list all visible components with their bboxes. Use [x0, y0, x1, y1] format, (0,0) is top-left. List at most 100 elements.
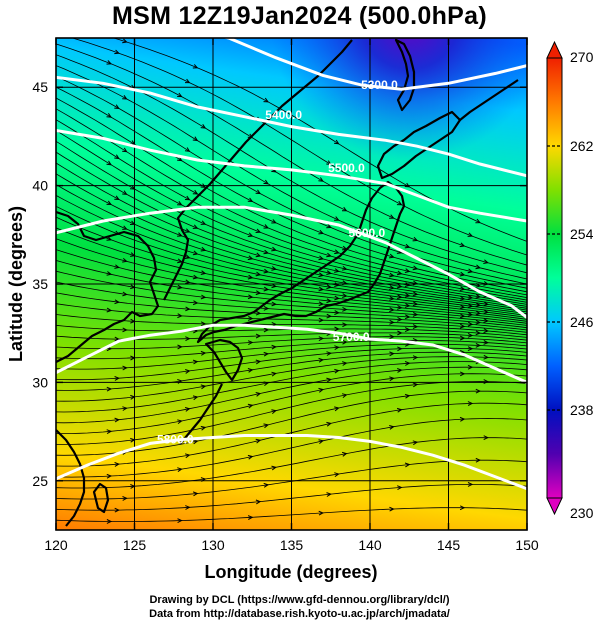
streamline	[56, 227, 527, 318]
streamline-arrow	[271, 246, 277, 252]
streamline-arrow	[200, 294, 207, 300]
streamline-arrow	[467, 294, 474, 300]
streamline-arrow	[404, 327, 411, 333]
chart-title: MSM 12Z19Jan2024 (500.0hPa)	[112, 2, 487, 30]
streamline-arrow	[318, 177, 324, 182]
streamline-arrow	[184, 279, 191, 285]
coastline-korea-east-russia	[163, 39, 353, 301]
streamline-arrow	[177, 518, 183, 524]
streamline-arrow	[192, 189, 199, 195]
streamline-arrow	[255, 252, 262, 258]
streamline-arrow	[342, 206, 348, 212]
y-tick-label-40: 40	[32, 178, 48, 194]
streamline-arrow	[404, 303, 411, 308]
streamline-arrow	[326, 223, 332, 229]
streamline-arrow	[459, 242, 466, 248]
streamline-arrow	[247, 232, 254, 237]
streamline-arrow	[341, 280, 348, 286]
streamline-arrow	[318, 255, 325, 261]
coastline-kuril	[459, 79, 519, 121]
streamline-arrow	[130, 394, 136, 400]
streamline-arrow	[318, 357, 325, 363]
streamline-arrow	[255, 438, 262, 444]
streamline-arrow	[106, 386, 113, 392]
colorbar-label-270: 270	[570, 49, 594, 65]
streamline-arrow	[326, 298, 332, 304]
streamline-arrow	[389, 425, 395, 430]
streamline-arrow	[177, 419, 183, 425]
streamline-arrow	[459, 416, 466, 422]
streamline-arrow	[531, 287, 535, 291]
streamline-arrow	[177, 92, 183, 98]
streamline-arrow	[114, 376, 120, 381]
streamline-arrow	[184, 254, 191, 259]
contour-5400.0	[56, 75, 527, 178]
streamline-arrow	[531, 307, 535, 311]
streamline-arrow	[185, 78, 191, 84]
streamline-arrow	[412, 301, 419, 307]
streamline-arrow	[467, 346, 474, 352]
streamline-arrow	[342, 322, 348, 328]
streamline-arrow	[255, 310, 262, 316]
streamline	[71, 38, 527, 256]
streamline-arrow	[459, 271, 466, 277]
streamline	[56, 418, 527, 478]
streamline-arrow	[342, 306, 348, 312]
streamline-arrow	[318, 387, 325, 393]
wind-streamlines	[56, 38, 535, 524]
streamline-arrow	[475, 319, 482, 325]
credit-drawing: Drawing by DCL (https://www.gfd-dennou.o…	[149, 594, 450, 606]
streamline-arrow	[389, 307, 395, 313]
y-tick-label-25: 25	[32, 473, 48, 489]
x-tick-label-140: 140	[358, 537, 382, 553]
streamline-arrow	[200, 124, 207, 129]
streamline-arrow	[342, 361, 348, 366]
streamline-arrow	[318, 229, 324, 235]
streamline-arrow	[531, 299, 535, 303]
streamline-arrow	[483, 309, 489, 315]
streamline-arrow	[389, 253, 395, 259]
streamline-arrow	[177, 313, 183, 319]
streamline-arrow	[467, 311, 474, 317]
streamline-arrow	[412, 355, 419, 361]
colorbar-max-triangle	[546, 40, 563, 59]
streamline-arrow	[263, 179, 270, 185]
streamline-arrow	[106, 113, 113, 118]
streamline-arrow	[106, 60, 113, 65]
streamline-arrow	[334, 282, 340, 287]
streamline-arrow	[467, 401, 474, 406]
streamline-arrow	[200, 246, 207, 252]
streamline-arrow	[263, 305, 270, 311]
streamline-arrow	[404, 268, 411, 273]
streamline-arrow	[467, 332, 474, 338]
x-tick-label-130: 130	[201, 537, 225, 553]
streamline	[56, 151, 527, 305]
streamline-arrow	[467, 364, 474, 370]
streamline-arrow	[404, 282, 411, 287]
streamline	[56, 314, 527, 336]
colorbar-label-230: 230	[570, 505, 594, 521]
streamline-arrow	[130, 252, 136, 257]
streamline-arrow	[271, 344, 277, 350]
streamline-arrow	[106, 271, 113, 276]
streamline-arrow	[412, 291, 419, 297]
streamline-arrow	[459, 323, 466, 329]
streamline-arrow	[412, 265, 419, 271]
streamline	[56, 361, 527, 413]
streamline-arrow	[192, 439, 199, 445]
coastline-taiwan	[92, 482, 110, 514]
coastline-china-south	[56, 429, 86, 527]
colorbar-label-246: 246	[570, 314, 594, 330]
streamline-arrow	[106, 160, 113, 166]
streamline-arrow	[459, 286, 466, 291]
contour-5800.0	[56, 434, 527, 491]
streamline-arrow	[247, 197, 254, 203]
coastline-japan	[196, 180, 406, 344]
streamline	[56, 86, 527, 289]
streamline-arrow	[184, 147, 191, 152]
contour-5600.0	[56, 205, 527, 319]
streamline-arrow	[263, 224, 270, 229]
streamline	[56, 205, 527, 315]
streamline-arrow	[389, 506, 395, 512]
